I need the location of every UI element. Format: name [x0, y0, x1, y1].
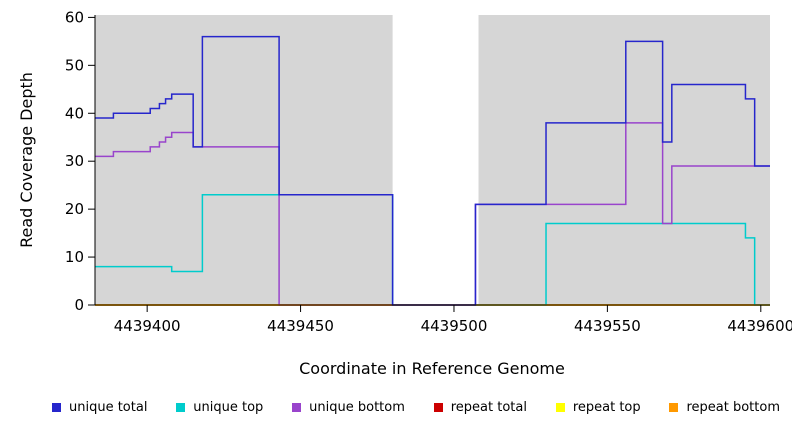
y-tick-label: 60	[65, 8, 84, 26]
legend-label: unique total	[69, 400, 148, 415]
legend-item-unique-bottom: unique bottom	[292, 400, 405, 415]
x-tick-label: 4439600	[727, 317, 792, 335]
legend-item-unique-top: unique top	[176, 400, 263, 415]
plot-background-layer	[95, 15, 770, 305]
repeat-total-swatch-icon	[433, 403, 443, 412]
legend: unique total unique top unique bottom re…	[52, 400, 780, 415]
legend-item-repeat-total: repeat total	[433, 400, 527, 415]
legend-label: unique top	[193, 400, 264, 415]
x-tick-label: 4439450	[267, 317, 334, 335]
y-tick-label: 0	[74, 296, 84, 314]
y-axis-title: Read Coverage Depth	[17, 72, 36, 248]
unique-bottom-swatch-icon	[292, 403, 302, 412]
y-tick-label: 40	[65, 104, 84, 122]
series-line-unique-total	[95, 35, 770, 306]
y-tick-label: 20	[65, 200, 84, 218]
axes-layer: 4439400 4439450 4439500 4439550 4439600 0 10 20…	[65, 8, 792, 335]
legend-label: repeat total	[450, 400, 527, 415]
legend-label: repeat bottom	[686, 400, 780, 415]
legend-item-repeat-top: repeat top	[555, 400, 641, 415]
coverage-gap-region	[392, 15, 479, 305]
x-tick-label: 4439400	[114, 317, 181, 335]
repeat-bottom-swatch-icon	[669, 403, 679, 412]
y-tick-label: 10	[65, 248, 84, 266]
x-tick-label: 4439500	[421, 317, 488, 335]
repeat-top-swatch-icon	[555, 403, 565, 412]
y-tick-label: 30	[65, 152, 84, 170]
unique-total-swatch-icon	[52, 403, 61, 412]
x-axis-title: Coordinate in Reference Genome	[299, 359, 565, 378]
coverage-plot-svg: 4439400 4439450 4439500 4439550 4439600 0 10 20…	[17, 8, 792, 378]
legend-item-repeat-bottom: repeat bottom	[669, 400, 780, 415]
y-tick-label: 50	[65, 56, 84, 74]
unique-top-swatch-icon	[176, 403, 186, 412]
legend-label: repeat top	[572, 400, 641, 415]
x-tick-label: 4439550	[574, 317, 641, 335]
legend-item-unique-total: unique total	[52, 400, 147, 415]
legend-label: unique bottom	[309, 400, 405, 415]
